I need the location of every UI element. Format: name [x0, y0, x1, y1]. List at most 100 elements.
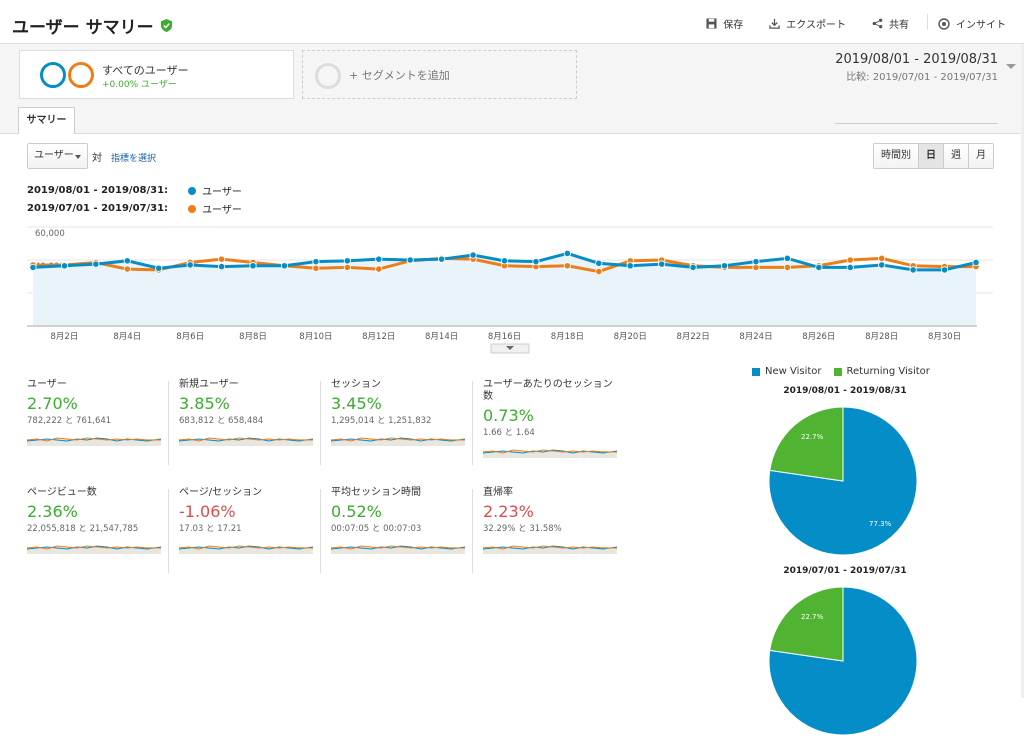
metric-values: 1,295,014 と 1,251,832	[331, 416, 432, 426]
data-point	[280, 262, 289, 270]
save-button[interactable]: 保存	[706, 16, 743, 31]
metric-values: 1.66 と 1.64	[483, 428, 535, 438]
metric-sparkline	[178, 545, 314, 554]
x-tick-label: 8月22日	[676, 332, 709, 342]
compare-prefix: 比較:	[846, 72, 870, 83]
metric-divider	[168, 381, 169, 465]
metric-dropdown-label: ユーザー	[34, 150, 74, 161]
segment-circle-icon	[40, 62, 66, 88]
granularity-day[interactable]: 日	[918, 144, 943, 168]
metric-change: 3.85%	[179, 394, 230, 413]
x-tick-label: 8月10日	[299, 332, 332, 342]
metric-change: 2.70%	[27, 394, 78, 413]
export-button[interactable]: エクスポート	[769, 16, 846, 31]
pie-legend: New Visitor Returning Visitor	[752, 366, 930, 377]
chevron-down-icon	[1006, 64, 1016, 69]
metric-change: -1.06%	[179, 502, 236, 521]
metric-dropdown[interactable]: ユーザー	[27, 143, 88, 169]
versus-label: 対	[92, 153, 102, 164]
series-area	[33, 253, 976, 326]
pie-title-compare: 2019/07/01 - 2019/07/31	[783, 566, 907, 576]
metric-card[interactable]: 平均セッション時間 0.52% 00:07:05 と 00:07:03	[330, 487, 473, 577]
segment-bar: すべてのユーザー +0.00% ユーザー + セグメントを追加 2019/08/…	[0, 44, 1024, 134]
compare-range: 2019/07/01 - 2019/07/31	[872, 72, 998, 83]
x-tick-label: 8月28日	[865, 332, 898, 342]
insights-icon	[938, 17, 950, 30]
date-range-picker[interactable]: 2019/08/01 - 2019/08/31 比較: 2019/07/01 -…	[835, 52, 1016, 83]
data-point	[500, 257, 509, 265]
metric-card[interactable]: 新規ユーザー 3.85% 683,812 と 658,484	[178, 379, 321, 469]
pie-title-current: 2019/08/01 - 2019/08/31	[783, 386, 907, 396]
metric-card[interactable]: ユーザー 2.70% 782,222 と 761,641	[26, 379, 169, 469]
data-point	[218, 262, 226, 271]
metric-values: 782,222 と 761,641	[27, 416, 112, 426]
metric-values: 00:07:05 と 00:07:03	[331, 524, 422, 534]
tab-summary[interactable]: サマリー	[18, 107, 75, 134]
x-tick-label: 8月6日	[176, 332, 204, 342]
metric-card[interactable]: 直帰率 2.23% 32.29% と 31.58%	[482, 487, 621, 577]
data-point	[186, 261, 194, 269]
insights-label: インサイト	[956, 20, 1006, 31]
metric-sparkline	[482, 449, 618, 458]
x-tick-label: 8月20日	[614, 332, 647, 342]
data-point	[658, 260, 666, 268]
chevron-down-icon	[506, 346, 514, 350]
data-point	[312, 258, 320, 266]
data-point	[783, 263, 792, 272]
x-tick-label: 8月24日	[739, 332, 772, 342]
segment-all-users[interactable]: すべてのユーザー +0.00% ユーザー	[19, 50, 294, 99]
pie-legend-returning: Returning Visitor	[846, 366, 930, 377]
data-point	[29, 263, 37, 272]
pie-label-returning: 22.7%	[801, 613, 824, 621]
metric-name: ユーザーあたりのセッション数	[483, 379, 613, 402]
select-metric-link[interactable]: 指標を選択	[111, 154, 157, 164]
add-segment-button[interactable]: + セグメントを追加	[302, 50, 577, 99]
metric-sparkline	[482, 545, 618, 554]
metric-divider	[472, 489, 473, 573]
data-point	[940, 266, 949, 274]
metric-card[interactable]: ユーザーあたりのセッション数 0.73% 1.66 と 1.64	[482, 379, 621, 469]
page-scrollbar[interactable]	[1021, 44, 1024, 698]
metric-values: 683,812 と 658,484	[179, 416, 264, 426]
granularity-week[interactable]: 週	[943, 144, 968, 168]
pie-label-returning: 22.7%	[801, 433, 824, 441]
data-point	[563, 262, 571, 270]
legend-swatch-icon	[752, 367, 760, 376]
data-point	[909, 266, 917, 274]
metric-card[interactable]: ページ/セッション -1.06% 17.03 と 17.21	[178, 487, 321, 577]
metric-sparkline	[330, 437, 466, 446]
metric-change: 3.45%	[331, 394, 382, 413]
pie-label-new: 77.3%	[869, 520, 892, 528]
page-title: ユーザー サマリー	[12, 13, 173, 38]
legend-series-name: ユーザー	[202, 187, 242, 198]
metric-card[interactable]: ページビュー数 2.36% 22,055,818 と 21,547,785	[26, 487, 169, 577]
toolbar-divider	[927, 14, 928, 30]
metric-card[interactable]: セッション 3.45% 1,295,014 と 1,251,832	[330, 379, 473, 469]
legend-swatch-icon	[833, 367, 842, 376]
granularity-month[interactable]: 月	[968, 144, 993, 168]
share-button[interactable]: 共有	[872, 16, 909, 31]
insights-button[interactable]: インサイト	[938, 16, 1006, 31]
granularity-hourly[interactable]: 時間別	[874, 144, 918, 168]
data-point	[846, 256, 854, 264]
data-point	[343, 257, 351, 265]
data-point	[972, 258, 980, 267]
pie-legend-new: New Visitor	[765, 366, 822, 377]
save-icon	[706, 18, 717, 29]
share-icon	[872, 18, 883, 29]
x-tick-label: 8月14日	[425, 332, 458, 342]
export-label: エクスポート	[786, 20, 846, 31]
x-tick-label: 8月18日	[551, 332, 584, 342]
segment-percent: +0.00% ユーザー	[102, 80, 177, 90]
data-point	[60, 262, 69, 270]
metric-change: 0.73%	[483, 406, 534, 425]
data-point	[783, 254, 792, 262]
legend-current: 2019/08/01 - 2019/08/31: ユーザー	[27, 183, 242, 198]
metric-divider	[472, 381, 473, 465]
metric-change: 2.36%	[27, 502, 78, 521]
share-label: 共有	[889, 20, 909, 31]
data-point	[375, 255, 383, 263]
data-point	[689, 263, 697, 272]
metric-sparkline	[26, 545, 162, 554]
data-point	[878, 254, 886, 262]
